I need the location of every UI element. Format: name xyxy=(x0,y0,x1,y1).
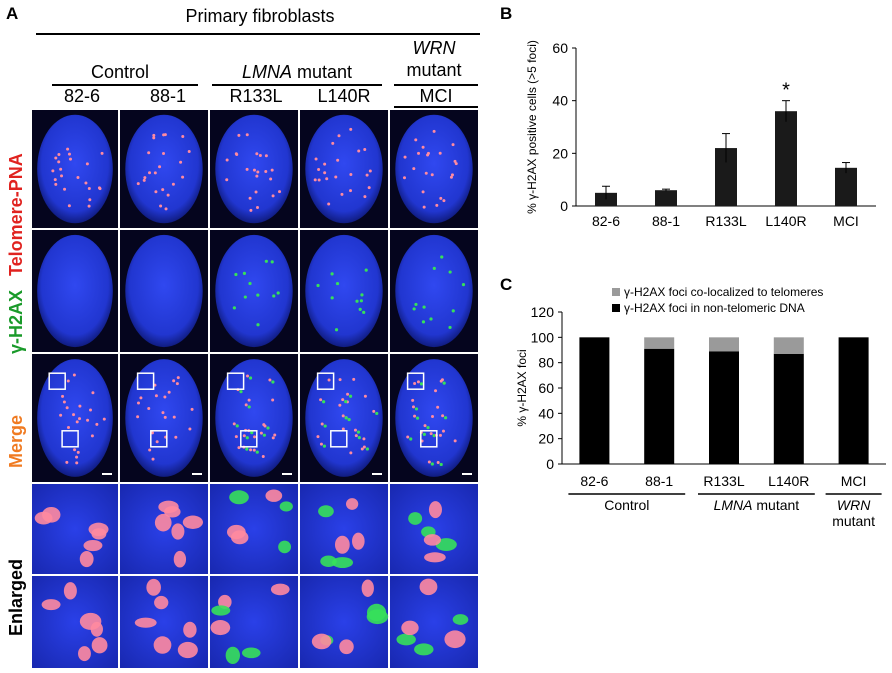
c-group-wrn: WRN xyxy=(837,497,871,513)
micrograph-cell xyxy=(32,110,118,228)
c-y-tick-label: 60 xyxy=(538,380,554,396)
micrograph-cell xyxy=(300,576,389,668)
mci-rule xyxy=(394,106,478,108)
c-legend-swatch xyxy=(612,304,620,312)
group-control-label: Control xyxy=(90,62,150,82)
micrograph-cell xyxy=(390,354,478,482)
b-bar xyxy=(715,148,737,206)
c-bar-segment xyxy=(644,348,675,464)
lmna-rule xyxy=(212,84,382,86)
c-y-tick-label: 80 xyxy=(538,355,554,371)
c-legend-swatch xyxy=(612,288,620,296)
group-wrn-italic: WRN xyxy=(412,38,456,58)
c-x-tick-label: R133L xyxy=(703,473,744,489)
micrograph-cell xyxy=(210,230,298,352)
c-y-axis-label: % γ-H2AX foci xyxy=(515,349,529,426)
c-group-wrn-mutant: mutant xyxy=(832,513,875,529)
micrograph-grid xyxy=(30,108,480,670)
micrograph-cell xyxy=(300,484,388,574)
panel-b-letter: B xyxy=(500,4,513,23)
c-y-tick-label: 120 xyxy=(531,304,555,320)
micrograph-cell xyxy=(32,354,118,482)
c-x-tick-label: 88-1 xyxy=(645,473,673,489)
b-y-tick-label: 20 xyxy=(552,145,568,161)
c-y-tick-label: 0 xyxy=(546,456,554,472)
c-x-tick-label: L140R xyxy=(768,473,809,489)
wrn-rule xyxy=(394,84,478,86)
c-y-tick-label: 20 xyxy=(538,431,554,447)
b-x-tick-label: 88-1 xyxy=(652,213,680,229)
b-bar xyxy=(775,111,797,206)
micrograph-cell xyxy=(120,230,208,352)
sample-88-1: 88-1 xyxy=(149,86,187,106)
sample-mci: MCI xyxy=(419,86,453,106)
b-x-tick-label: L140R xyxy=(765,213,806,229)
micrograph-cell xyxy=(120,576,208,668)
sample-r133l: R133L xyxy=(229,86,283,106)
b-y-tick-label: 40 xyxy=(552,93,568,109)
micrograph-cell xyxy=(390,484,478,574)
micrograph-cell xyxy=(32,230,118,352)
sample-82-6: 82-6 xyxy=(63,86,101,106)
chart-b: 0 20 40 60 % γ-H2AX positive cells (>5 foci)… xyxy=(525,40,876,229)
micrograph-cell xyxy=(210,354,298,482)
b-y-tick-label: 60 xyxy=(552,40,568,56)
c-y-tick-label: 100 xyxy=(531,329,555,345)
c-bar-segment xyxy=(709,337,739,352)
row-label-telomere: Telomere-PNA xyxy=(6,153,26,276)
c-group-lmna: LMNA mutant xyxy=(714,497,800,513)
c-bar-segment xyxy=(579,337,610,464)
c-legend-label: γ-H2AX foci co-localized to telomeres xyxy=(624,285,823,299)
sample-l140r: L140R xyxy=(317,86,371,106)
control-rule xyxy=(52,84,198,86)
title-rule xyxy=(36,33,480,35)
c-y-tick-label: 40 xyxy=(538,405,554,421)
group-wrn-mutant: mutant xyxy=(406,60,462,80)
c-legend-label: γ-H2AX foci in non-telomeric DNA xyxy=(624,301,805,315)
c-bar-segment xyxy=(773,337,804,354)
c-group-control: Control xyxy=(604,497,649,513)
row-label-merge: Merge xyxy=(6,414,26,468)
b-y-tick-label: 0 xyxy=(560,198,568,214)
b-bar xyxy=(835,167,857,206)
micrograph-cell xyxy=(210,576,298,668)
micrograph-cell xyxy=(300,354,388,482)
c-bar-segment xyxy=(644,337,675,349)
chart-c: γ-H2AX foci co-localized to telomeres γ-H… xyxy=(515,285,886,529)
micrograph-cell xyxy=(120,484,208,574)
micrograph-cell xyxy=(32,484,118,574)
panel-a-title: Primary fibroblasts xyxy=(185,6,335,26)
c-x-tick-label: 82-6 xyxy=(580,473,608,489)
panel-c-letter: C xyxy=(500,275,513,294)
c-x-tick-label: MCI xyxy=(841,473,867,489)
micrograph-cell xyxy=(210,110,298,228)
micrograph-cell xyxy=(390,110,478,228)
b-x-tick-label: 82-6 xyxy=(592,213,620,229)
group-lmna-label: LMNA mutant xyxy=(241,62,353,82)
b-x-tick-label: R133L xyxy=(705,213,746,229)
c-bar-segment xyxy=(773,353,804,464)
micrograph-cell xyxy=(32,576,118,668)
b-bar xyxy=(655,190,677,206)
row-label-enlarged: Enlarged xyxy=(6,558,26,636)
b-x-tick-label: MCI xyxy=(833,213,859,229)
micrograph-cell xyxy=(210,484,298,574)
c-bar-segment xyxy=(709,351,739,464)
b-annotation: * xyxy=(782,80,790,102)
micrograph-cell xyxy=(300,230,388,352)
micrograph-cell xyxy=(120,354,208,482)
micrograph-cell xyxy=(120,110,208,228)
row-label-h2ax: γ-H2AX xyxy=(6,289,26,354)
micrograph-cell xyxy=(300,110,388,228)
b-y-axis-label: % γ-H2AX positive cells (>5 foci) xyxy=(525,40,539,214)
micrograph-cell xyxy=(390,576,478,668)
micrograph-cell xyxy=(390,230,478,352)
panel-a-letter: A xyxy=(6,4,19,23)
c-bar-segment xyxy=(838,337,869,464)
